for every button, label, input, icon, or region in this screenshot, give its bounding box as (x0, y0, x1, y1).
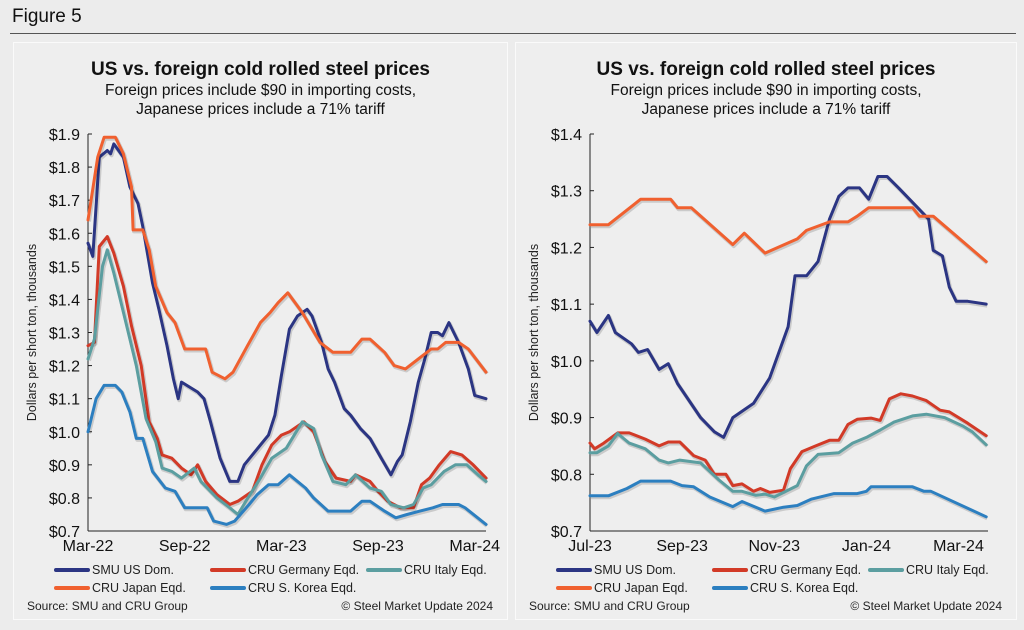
series-line-korea (86, 383, 488, 526)
y-tick-label: $1.2 (49, 359, 80, 376)
legend-swatch (868, 568, 904, 572)
y-tick-label: $0.8 (551, 467, 582, 484)
series-line-italy (86, 248, 488, 516)
legend-swatch (556, 568, 592, 572)
chart-subtitle-2: Japanese prices include a 71% tariff (641, 101, 891, 118)
legend-item-japan: CRU Japan Eqd. (54, 581, 186, 595)
y-axis-label: Dollars per short ton, thousands (527, 244, 541, 421)
legend-label: CRU Italy Eqd. (906, 563, 989, 577)
legend-swatch (54, 586, 90, 590)
legend-label: CRU Italy Eqd. (404, 563, 487, 577)
legend-label: CRU Japan Eqd. (594, 581, 688, 595)
legend-item-korea: CRU S. Korea Eqd. (210, 581, 356, 595)
legend-item-germany: CRU Germany Eqd. (712, 563, 861, 577)
legend-label: SMU US Dom. (92, 563, 174, 577)
source-note: Source: SMU and CRU Group (27, 599, 188, 613)
y-tick-label: $1.1 (49, 392, 80, 409)
series-shadow-korea (591, 480, 989, 521)
series-line-japan (588, 197, 988, 264)
chart-svg: $0.7 $0.8 $0.9 $1.0 $1.1 $1.2 $1.3 $1.4 $1.5 $1.6… (25, 127, 500, 555)
y-tick-label: $0.7 (551, 524, 582, 541)
chart-title: US vs. foreign cold rolled steel prices (596, 59, 936, 80)
y-tick-label: $0.9 (49, 458, 80, 475)
legend-label: CRU Germany Eqd. (750, 563, 862, 577)
legend-label: CRU Germany Eqd. (248, 563, 360, 577)
series-line-germany (86, 235, 488, 510)
legend-item-italy: CRU Italy Eqd. (868, 563, 989, 577)
legend-item-korea: CRU S. Korea Eqd. (712, 581, 858, 595)
legend-swatch (210, 568, 246, 572)
legend-item-japan: CRU Japan Eqd. (556, 581, 688, 595)
x-tick-label: Sep-23 (656, 538, 708, 555)
x-tick-label: Mar-23 (256, 538, 307, 555)
y-tick-label: $1.7 (49, 193, 80, 210)
y-tick-label: $1.3 (551, 184, 582, 201)
legend-swatch (712, 568, 748, 572)
x-tick-label: Jan-24 (842, 538, 891, 555)
legend-swatch (712, 586, 748, 590)
y-tick-label: $1.3 (49, 326, 80, 343)
y-tick-label: $1.2 (551, 240, 582, 257)
series-shadow-italy (591, 413, 989, 501)
chart-panel-left: US vs. foreign cold rolled steel prices … (13, 42, 508, 620)
source-note: Source: SMU and CRU Group (529, 599, 690, 613)
chart-title: US vs. foreign cold rolled steel prices (91, 59, 430, 80)
series-shadow-germany (88, 236, 489, 512)
legend-label: CRU Japan Eqd. (92, 581, 186, 595)
y-tick-label: $0.8 (49, 491, 80, 508)
chart-svg: $0.7 $0.8 $0.9 $1.0 $1.1 $1.2 $1.3 $1.4 Jul-23 Se… (527, 127, 989, 555)
y-tick-label: $0.7 (49, 524, 80, 541)
legend-swatch (366, 568, 402, 572)
x-tick-label: Sep-22 (159, 538, 211, 555)
legend-swatch (54, 568, 90, 572)
x-tick-label: Nov-23 (748, 538, 800, 555)
y-tick-label: $1.4 (551, 127, 582, 144)
chart-subtitle-1: Foreign prices include $90 in importing … (104, 82, 416, 99)
x-tick-label: Mar-24 (933, 538, 984, 555)
legend-item-italy: CRU Italy Eqd. (366, 563, 487, 577)
x-tick-label: Mar-22 (63, 538, 114, 555)
y-tick-label: $1.0 (551, 354, 582, 371)
y-tick-label: $1.6 (49, 226, 80, 243)
y-tick-label: $1.1 (551, 297, 582, 314)
y-tick-label: $1.0 (49, 425, 80, 442)
copyright-note: © Steel Market Update 2024 (341, 599, 493, 613)
series-line-italy (588, 412, 988, 499)
figure-divider (10, 33, 1016, 34)
chart-panel-right: US vs. foreign cold rolled steel prices … (515, 42, 1017, 620)
legend-label: CRU S. Korea Eqd. (750, 581, 859, 595)
chart-subtitle-1: Foreign prices include $90 in importing … (610, 82, 922, 99)
series-shadow-germany (589, 393, 989, 496)
y-tick-label: $1.4 (49, 292, 80, 309)
y-tick-label: $1.5 (49, 259, 80, 276)
series-line-smu (86, 142, 488, 483)
series-shadow-japan (591, 198, 989, 265)
legend-label: SMU US Dom. (594, 563, 676, 577)
series-line-germany (588, 392, 988, 494)
y-axis-label: Dollars per short ton, thousands (25, 244, 39, 421)
chart-subtitle-2: Japanese prices include a 71% tariff (136, 101, 385, 118)
series-line-japan (86, 135, 488, 381)
figure-label: Figure 5 (12, 6, 82, 27)
y-tick-label: $1.9 (49, 127, 80, 144)
legend-swatch (556, 586, 592, 590)
legend-item-germany: CRU Germany Eqd. (210, 563, 359, 577)
x-tick-label: Sep-23 (352, 538, 404, 555)
y-tick-label: $0.9 (551, 411, 582, 428)
legend-swatch (210, 586, 246, 590)
series-line-smu (588, 175, 988, 439)
copyright-note: © Steel Market Update 2024 (850, 599, 1002, 613)
x-tick-label: Mar-24 (449, 538, 500, 555)
x-tick-label: Jul-23 (568, 538, 612, 555)
legend-label: CRU S. Korea Eqd. (248, 581, 357, 595)
y-tick-label: $1.8 (49, 160, 80, 177)
series-line-korea (588, 479, 988, 519)
legend-item-smu: SMU US Dom. (556, 563, 676, 577)
legend-item-smu: SMU US Dom. (54, 563, 174, 577)
